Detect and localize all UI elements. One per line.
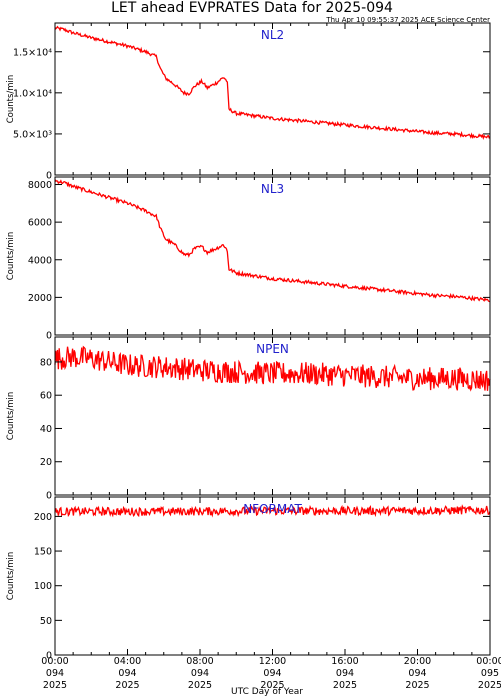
series-line — [54, 179, 491, 303]
y-tick-label: 0 — [46, 331, 52, 342]
y-tick-label: 200 — [34, 512, 52, 523]
y-tick-label: 60 — [40, 391, 52, 402]
x-tick-label: 2025 — [115, 680, 139, 691]
y-tick-label: 0 — [46, 651, 52, 662]
x-tick-label: 04:00 — [114, 656, 141, 667]
x-tick-label: 20:00 — [404, 656, 431, 667]
y-tick-label: 6000 — [28, 218, 52, 229]
panel-label: NPEN — [256, 342, 289, 356]
y-tick-label: 8000 — [28, 180, 52, 191]
y-tick-label: 1.5×10⁴ — [13, 47, 52, 58]
y-tick-label: 2000 — [28, 293, 52, 304]
x-tick-label: 00:00 — [41, 656, 68, 667]
x-tick-label: 2025 — [43, 680, 67, 691]
x-tick-label: 00:00 — [476, 656, 501, 667]
x-tick-label: 094 — [263, 668, 281, 679]
panel-label: NL2 — [261, 28, 284, 42]
y-tick-label: 50 — [40, 616, 52, 627]
y-axis-label: Counts/min — [6, 392, 16, 441]
y-tick-label: 0 — [46, 491, 52, 502]
y-tick-label: 5.0×10³ — [13, 129, 52, 140]
panel-nl2: 0 5.0×10³ 1.0×10⁴ 1.5×10⁴ Counts/min NL2 — [6, 22, 491, 182]
panel-label: NFORMAT — [243, 502, 302, 516]
panel-nformat: 0 50 100 150 200 Counts/min NFORMAT — [6, 496, 491, 662]
x-tick-label: 08:00 — [186, 656, 213, 667]
panel-npen: 0 20 40 60 80 Counts/min NPEN — [6, 336, 491, 502]
series-line — [54, 345, 491, 392]
series-line — [54, 504, 491, 518]
x-tick-label: 12:00 — [259, 656, 286, 667]
x-tick-label: 2025 — [405, 680, 429, 691]
plot-frame — [54, 496, 491, 656]
x-tick-label: 094 — [118, 668, 136, 679]
x-tick-label: 094 — [191, 668, 209, 679]
y-tick-label: 20 — [40, 457, 52, 468]
y-tick-label: 4000 — [28, 255, 52, 266]
y-axis-label: Counts/min — [6, 75, 16, 124]
plot-frame — [54, 22, 491, 176]
y-tick-label: 1.0×10⁴ — [13, 88, 52, 99]
y-axis-label: Counts/min — [6, 552, 16, 601]
y-tick-label: 0 — [46, 171, 52, 182]
x-tick-label: 16:00 — [331, 656, 358, 667]
y-axis-label: Counts/min — [6, 232, 16, 281]
y-tick-label: 40 — [40, 424, 52, 435]
x-tick-label: 094 — [336, 668, 354, 679]
x-tick-label: 2025 — [478, 680, 501, 691]
panels: 05.0×10³1.0×10⁴1.5×10⁴Counts/minNL202000… — [6, 22, 501, 691]
x-tick-label: 2025 — [188, 680, 212, 691]
x-tick-label: 2025 — [260, 680, 284, 691]
panel-label: NL3 — [261, 182, 284, 196]
y-tick-label: 80 — [40, 357, 52, 368]
y-tick-label: 150 — [34, 547, 52, 558]
x-axis-label: UTC Day of Year — [231, 687, 303, 697]
x-tick-label: 094 — [46, 668, 64, 679]
y-tick-label: 100 — [34, 581, 52, 592]
panel-nl3: 0 2000 4000 6000 8000 Counts/min NL3 — [6, 176, 491, 342]
chart-subtitle: Thu Apr 10 09:55:37 2025 ACE Science Cen… — [325, 16, 490, 24]
x-tick-label: 2025 — [333, 680, 357, 691]
chart-title: LET ahead EVPRATES Data for 2025-094 — [111, 0, 393, 16]
x-tick-label: 095 — [481, 668, 499, 679]
series-line — [54, 25, 491, 141]
x-tick-label: 094 — [408, 668, 426, 679]
